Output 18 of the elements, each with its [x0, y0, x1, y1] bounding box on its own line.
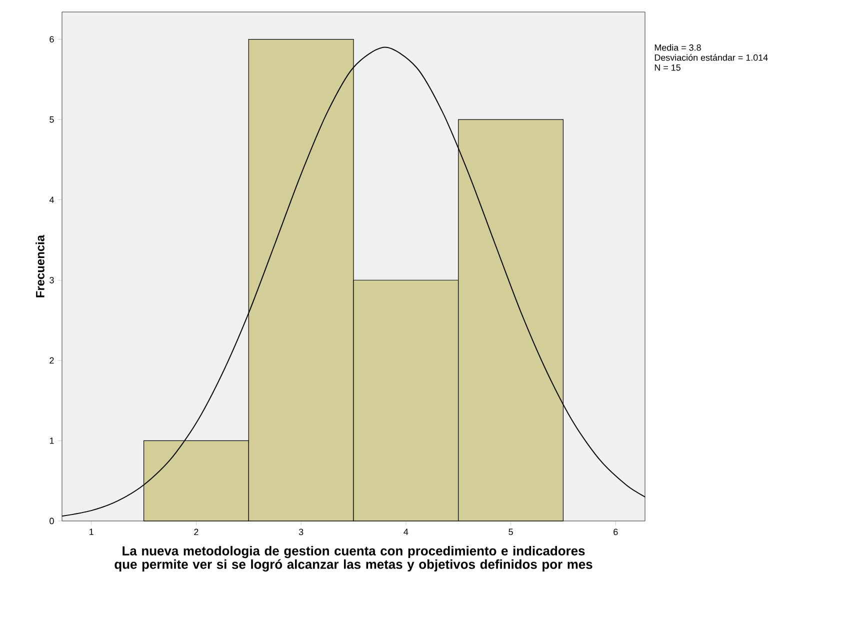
y-tick-label: 6: [50, 36, 54, 42]
y-tick-label: 3: [50, 276, 54, 284]
y-tick-label: 5: [50, 116, 54, 123]
x-tick-label: 5: [508, 528, 513, 536]
x-tick-label: 4: [404, 528, 408, 535]
y-tick-label: 0: [50, 518, 54, 524]
text: Desviación estándar = 1.014: [654, 54, 768, 61]
x-tick-label: 3: [298, 528, 304, 536]
y-axis-title: Frecuencia: [36, 234, 44, 298]
x-axis-title: La nueva metodologia de gestion cuenta con procedimiento e indicadores que permite ver si se logró alcanzar las metas y objetivos definidos por mes: [114, 546, 592, 572]
x-tick-label: 1: [90, 528, 94, 535]
y-tick-label: 2: [50, 357, 54, 364]
y-tick-label: 4: [49, 196, 54, 203]
x-tick-label: 2: [194, 528, 198, 536]
text: Media = 3.8: [654, 44, 701, 51]
y-tick-label: 1: [50, 438, 54, 444]
x-tick-label: 6: [614, 528, 618, 536]
text: N = 15: [654, 64, 680, 71]
